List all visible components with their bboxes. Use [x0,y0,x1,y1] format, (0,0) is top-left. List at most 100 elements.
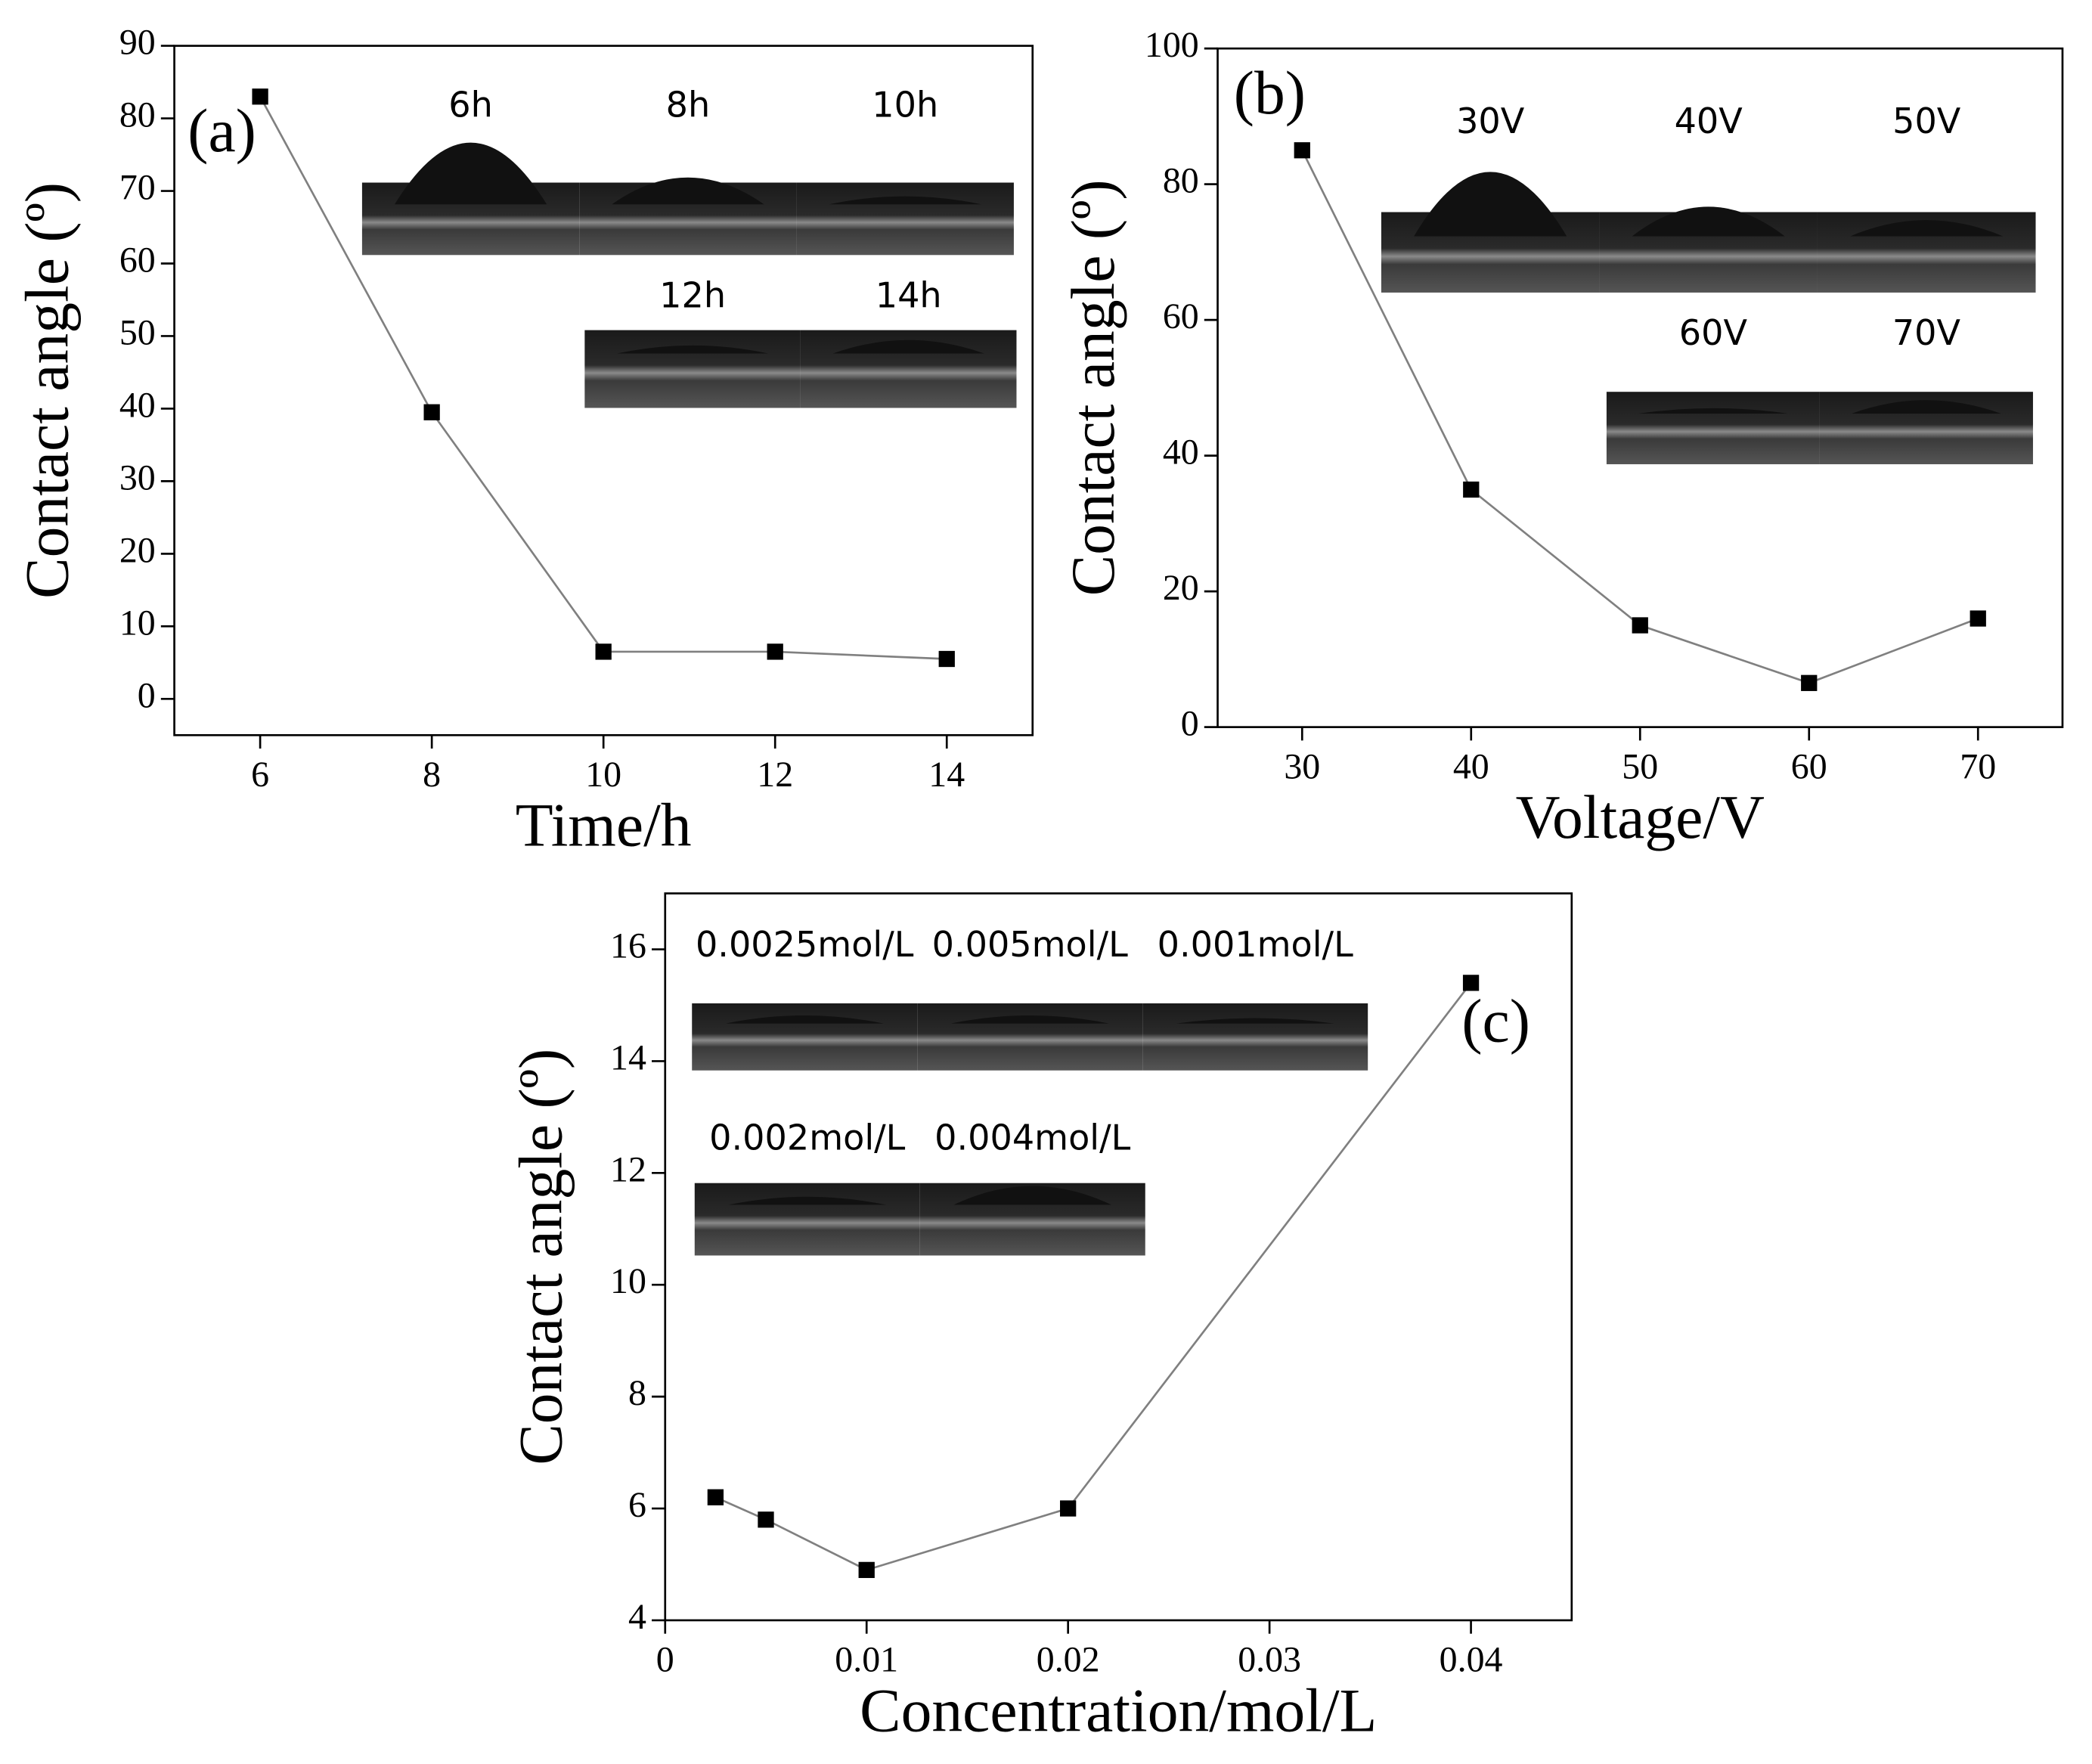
x-tick-label: 70 [1960,746,1996,786]
panel: 6h 8h 10h 12h 14h 0 10 20 30 40 50 60 70 80 90 6 8 10 12 14… [13,23,1034,860]
inset-photo [1606,392,1820,464]
inset-label: 10h [872,85,938,126]
y-tick-label: 16 [610,926,646,966]
panel-label: (b) [1234,58,1306,127]
data-point [767,643,783,660]
y-tick-label: 80 [119,95,156,135]
y-tick-label: 0 [138,675,156,715]
x-tick-label: 6 [251,755,269,795]
y-tick-label: 40 [1163,432,1199,473]
droplet [1632,206,1785,237]
droplet [829,196,981,205]
y-tick-label: 6 [628,1485,646,1525]
data-point [858,1561,875,1579]
y-tick-label: 70 [119,168,156,208]
data-line [714,982,1472,1571]
inset-photo [584,330,801,408]
data-point [938,650,955,668]
inset-label: 30V [1456,101,1525,141]
x-axis-label: Concentration/mol/L [860,1676,1377,1744]
x-tick-label: 0 [656,1640,674,1680]
y-tick-label: 30 [119,457,156,498]
y-tick-label: 10 [610,1261,646,1301]
x-tick-label: 0.04 [1440,1640,1503,1680]
y-tick-label: 20 [119,530,156,570]
inset-label: 0.001mol/L [1158,924,1353,965]
x-tick-label: 10 [585,755,621,795]
x-tick-label: 0.02 [1037,1640,1100,1680]
data-point [423,404,440,420]
inset-label: 0.004mol/L [934,1117,1130,1158]
panel-label: (a) [188,96,256,165]
y-tick-label: 60 [1163,296,1199,336]
plot-frame [664,892,1573,1622]
inset-photo [917,1003,1143,1071]
droplet [612,177,764,205]
data-point [707,1489,724,1505]
data-point [1463,481,1480,498]
data-point [1632,617,1648,634]
droplet [1414,172,1567,237]
data-point [758,1511,774,1528]
y-axis-label: Contact angle (º) [13,182,82,599]
x-tick-label: 40 [1453,746,1489,786]
y-tick-label: 4 [628,1597,646,1637]
y-axis-label: Contact angle (º) [1058,179,1127,596]
inset-photo [692,1003,918,1071]
y-tick-label: 12 [610,1149,646,1189]
x-tick-label: 60 [1791,746,1827,786]
panel: 0.0025mol/L 0.005mol/L 0.001mol/L 0.002mol/… [506,892,1573,1744]
x-tick-label: 30 [1284,746,1320,786]
inset-label: 0.005mol/L [932,924,1128,965]
y-tick-label: 60 [119,240,156,280]
y-tick-label: 14 [610,1037,646,1077]
y-tick-label: 8 [628,1373,646,1413]
x-axis-label: Time/h [516,791,692,860]
droplet [617,345,769,354]
y-tick-label: 80 [1163,161,1199,201]
y-tick-label: 100 [1145,25,1199,65]
y-tick-label: 50 [119,312,156,352]
x-tick-label: 50 [1622,746,1658,786]
x-tick-label: 8 [423,755,441,795]
inset-label: 14h [876,275,942,316]
x-tick-label: 0.01 [835,1640,898,1680]
data-point [1294,142,1310,159]
y-axis-label: Contact angle (º) [506,1049,575,1465]
y-tick-label: 20 [1163,568,1199,608]
inset-label: 50V [1892,101,1961,141]
x-tick-label: 12 [757,755,793,795]
inset-label: 0.002mol/L [709,1117,905,1158]
y-tick-label: 40 [119,385,156,425]
inset-label: 40V [1675,101,1743,141]
inset-photo [694,1183,920,1256]
droplet [1852,400,2001,414]
inset-label: 12h [659,275,726,316]
inset-label: 70V [1892,312,1961,353]
droplet [725,1015,884,1024]
droplet [832,339,984,354]
panel: 30V 40V 50V 60V 70V 0 20 40 60 80 100 30 40 50 60 70 Vol… [1058,25,2064,851]
data-point [595,643,612,660]
droplet [728,1196,887,1205]
data-point [1801,674,1818,691]
data-point [1970,610,1986,627]
inset-photo [796,182,1014,256]
inset-label: 6h [448,85,493,126]
droplet [953,1186,1112,1205]
data-point [1060,1500,1077,1517]
x-tick-label: 14 [928,755,965,795]
x-axis-label: Voltage/V [1516,783,1765,851]
inset-label: 60V [1679,312,1748,353]
droplet [950,1015,1109,1024]
panel-label: (c) [1461,987,1530,1056]
droplet [1638,408,1788,414]
droplet [395,142,547,205]
data-point [1462,975,1480,991]
droplet [1850,220,2004,237]
inset-label: 0.0025mol/L [696,924,914,965]
y-tick-label: 10 [119,603,156,643]
y-tick-label: 90 [119,23,156,63]
